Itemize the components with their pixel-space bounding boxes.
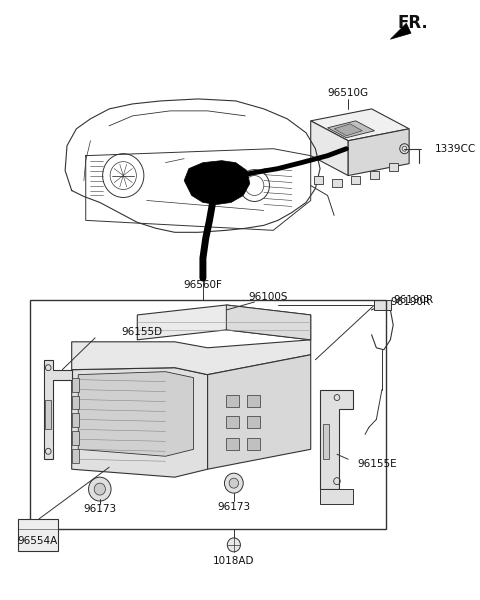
Bar <box>18 519 58 551</box>
Circle shape <box>94 483 106 495</box>
Text: FR.: FR. <box>397 14 428 32</box>
Bar <box>351 176 360 184</box>
Text: 96190R: 96190R <box>393 295 433 305</box>
Circle shape <box>228 538 240 552</box>
Text: 96554A: 96554A <box>18 536 58 546</box>
Bar <box>72 449 79 463</box>
Polygon shape <box>72 368 208 477</box>
Polygon shape <box>320 389 353 489</box>
Bar <box>388 163 398 170</box>
Polygon shape <box>311 109 409 141</box>
Text: 96100S: 96100S <box>249 292 288 302</box>
Polygon shape <box>320 489 353 504</box>
Polygon shape <box>334 124 362 136</box>
Polygon shape <box>184 161 250 205</box>
Bar <box>72 377 79 392</box>
Bar <box>323 424 328 459</box>
Bar <box>72 413 79 427</box>
Bar <box>46 400 51 430</box>
Bar <box>247 395 260 407</box>
Text: 96155D: 96155D <box>121 327 163 337</box>
Bar <box>29 300 386 529</box>
Bar <box>332 179 342 187</box>
Bar <box>227 416 240 428</box>
Polygon shape <box>348 129 409 176</box>
Polygon shape <box>208 355 311 469</box>
Bar <box>247 439 260 451</box>
Circle shape <box>400 144 409 154</box>
Bar <box>313 176 323 184</box>
Text: 96510G: 96510G <box>328 88 369 98</box>
Bar <box>374 300 391 310</box>
Text: 96155E: 96155E <box>358 459 397 469</box>
Circle shape <box>225 473 243 493</box>
Bar <box>227 439 240 451</box>
Circle shape <box>229 478 239 488</box>
Polygon shape <box>311 121 348 176</box>
Text: 96190R: 96190R <box>390 297 431 307</box>
Polygon shape <box>44 360 72 459</box>
Text: 96173: 96173 <box>217 502 251 512</box>
Circle shape <box>89 477 111 501</box>
Bar <box>370 170 379 179</box>
Polygon shape <box>72 340 311 374</box>
Polygon shape <box>78 371 193 456</box>
Polygon shape <box>327 121 374 138</box>
Bar <box>247 416 260 428</box>
Polygon shape <box>137 305 311 340</box>
Bar <box>72 395 79 409</box>
Bar <box>227 395 240 407</box>
Text: 96560F: 96560F <box>183 280 222 290</box>
Text: 1018AD: 1018AD <box>213 556 254 566</box>
Polygon shape <box>227 305 311 340</box>
Polygon shape <box>390 23 411 39</box>
Bar <box>72 431 79 445</box>
Text: 96173: 96173 <box>83 504 116 514</box>
Text: 1339CC: 1339CC <box>434 144 476 154</box>
